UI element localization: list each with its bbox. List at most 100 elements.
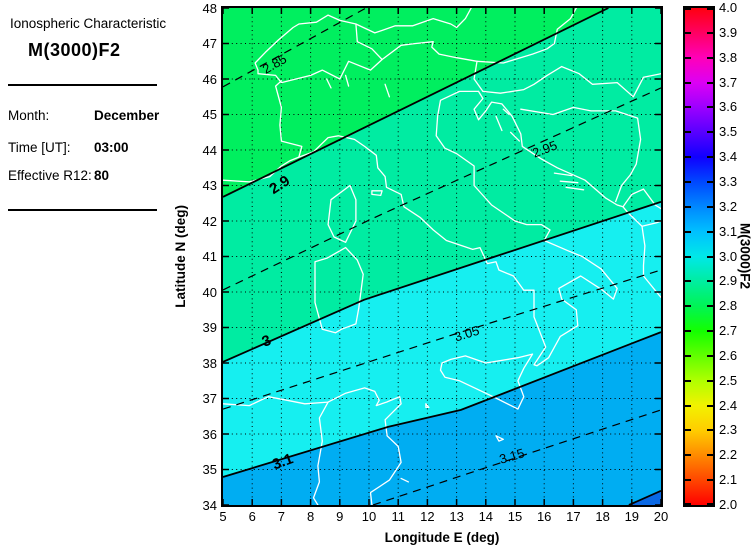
coastline-sardinia xyxy=(314,246,364,334)
x-tick-label: 15 xyxy=(507,509,523,524)
y-tick-label: 40 xyxy=(202,284,217,300)
x-tick-label: 8 xyxy=(306,509,315,524)
colorbar-tick-mark xyxy=(685,454,691,457)
colorbar-tick-label: 3.0 xyxy=(719,248,738,264)
panel-row-label: Time [UT]: xyxy=(8,140,71,155)
coastline-elba xyxy=(371,190,383,197)
colorbar-tick-label: 2.8 xyxy=(719,298,738,314)
divider-bottom xyxy=(8,209,157,211)
x-tick-label: 11 xyxy=(391,509,405,524)
panel-row-value: 03:00 xyxy=(94,140,129,155)
colorbar-tick-mark xyxy=(685,503,691,505)
colorbar-title: M(3000)F2 xyxy=(737,223,753,290)
colorbar-tick-label: 2.4 xyxy=(719,397,738,413)
colorbar-tick-mark xyxy=(707,81,713,84)
coastline-island-korcula xyxy=(565,186,585,191)
coastline-island-pag xyxy=(509,131,521,142)
y-axis-label: Latitude N (deg) xyxy=(172,205,188,308)
y-tick-label: 48 xyxy=(202,0,217,16)
colorbar-title-wrap: M(3000)F2 xyxy=(736,6,754,507)
colorbar-tick-mark xyxy=(707,131,713,134)
x-tick-label: 16 xyxy=(536,509,552,524)
y-tick-label: 37 xyxy=(202,391,217,406)
coastline-austria-east-border xyxy=(476,8,577,64)
coastline-slovenia-croatia-border xyxy=(482,65,563,94)
colorbar-tick-mark xyxy=(685,8,691,10)
contour-line-3.1 xyxy=(223,331,661,478)
colorbar-tick-mark xyxy=(685,106,691,109)
divider-top xyxy=(8,84,157,86)
panel-title: Ionospheric Characteristic xyxy=(10,16,167,31)
colorbar-tick-mark xyxy=(707,454,713,457)
colorbar-tick-mark xyxy=(707,404,713,407)
coastline-riviera-italy-coast xyxy=(223,90,618,367)
colorbar-tick-label: 2.6 xyxy=(719,347,738,363)
colorbar-tick-label: 3.1 xyxy=(719,223,738,239)
info-panel: Ionospheric Characteristic M(3000)F2 Mon… xyxy=(0,0,220,551)
panel-row: Month: December xyxy=(8,108,159,123)
colorbar-tick-label: 2.0 xyxy=(719,497,738,512)
coastline-corsica xyxy=(327,184,357,243)
x-tick-label: 17 xyxy=(566,509,581,524)
colorbar-tick-mark xyxy=(707,205,713,208)
panel-row: Time [UT]: 03:00 xyxy=(8,140,129,155)
colorbar-tick-mark xyxy=(685,479,691,482)
colorbar-tick-label: 3.7 xyxy=(719,74,738,90)
colorbar-tick-label: 3.2 xyxy=(719,198,738,214)
panel-row-value: December xyxy=(94,108,160,123)
colorbar-tick-mark xyxy=(707,8,713,10)
colorbar-tick-mark xyxy=(707,305,713,308)
colorbar-tick-mark xyxy=(707,503,713,505)
colorbar-tick-mark xyxy=(685,330,691,333)
panel-row-label: Effective R12: xyxy=(8,168,92,183)
colorbar-tick-mark xyxy=(707,56,713,59)
colorbar-tick-label: 4.0 xyxy=(719,0,738,15)
colorbar-tick-label: 3.8 xyxy=(719,49,738,65)
colorbar-tick-mark xyxy=(685,379,691,382)
colorbar-tick-mark xyxy=(707,156,713,159)
contour-plot-canvas: 2.85 2.9 2.95 3 3.05 3.1 3.15 xyxy=(223,8,661,505)
colorbar-tick-mark xyxy=(707,230,713,233)
panel-row-label: Month: xyxy=(8,108,50,123)
colorbar-tick-mark xyxy=(685,255,691,258)
x-tick-label: 18 xyxy=(595,509,610,524)
y-tick-label: 43 xyxy=(202,178,217,193)
x-tick-label: 14 xyxy=(478,509,494,524)
coastline-malta xyxy=(495,435,504,442)
y-tick-label: 36 xyxy=(202,426,217,442)
x-axis-label: Longitude E (deg) xyxy=(384,530,500,545)
y-tick-label: 34 xyxy=(202,497,217,513)
colorbar-tick-mark xyxy=(685,354,691,357)
y-axis-label-wrap: Latitude N (deg) xyxy=(170,6,190,507)
y-tick-label: 47 xyxy=(202,36,217,51)
colorbar xyxy=(683,6,715,507)
colorbar-tick-mark xyxy=(685,156,691,159)
coastline-lake-garda xyxy=(384,83,391,98)
coastline-lake-como xyxy=(344,74,350,87)
colorbar-tick-label: 3.3 xyxy=(719,173,738,189)
colorbar-tick-label: 2.3 xyxy=(719,422,738,438)
colorbar-tick-label: 3.6 xyxy=(719,99,738,115)
x-tick-label: 20 xyxy=(653,509,669,524)
band-3-3.1 xyxy=(223,201,661,478)
coastline-island-krk xyxy=(502,108,510,116)
colorbar-tick-mark xyxy=(685,230,691,233)
coastline-algeria-tunisia-border xyxy=(312,401,329,505)
coastline-austria-italy-border xyxy=(381,41,484,93)
contour-line-2.9 xyxy=(223,8,609,198)
colorbar-tick-label: 3.4 xyxy=(719,149,738,165)
coastline-north-africa-coast xyxy=(223,387,402,505)
y-tick-label: 45 xyxy=(202,107,217,122)
x-tick-label: 12 xyxy=(420,509,435,524)
contour-line-3.2 xyxy=(628,489,661,505)
contour-label-3.05: 3.05 xyxy=(452,323,481,345)
x-tick-label: 13 xyxy=(449,509,464,524)
x-tick-label: 5 xyxy=(219,509,227,524)
colorbar-tick-mark xyxy=(685,280,691,283)
contour-line-3.15 xyxy=(372,409,661,505)
y-tick-label: 46 xyxy=(202,71,217,87)
x-tick-label: 19 xyxy=(624,509,640,524)
colorbar-tick-mark xyxy=(707,479,713,482)
colorbar-tick-mark xyxy=(707,379,713,382)
